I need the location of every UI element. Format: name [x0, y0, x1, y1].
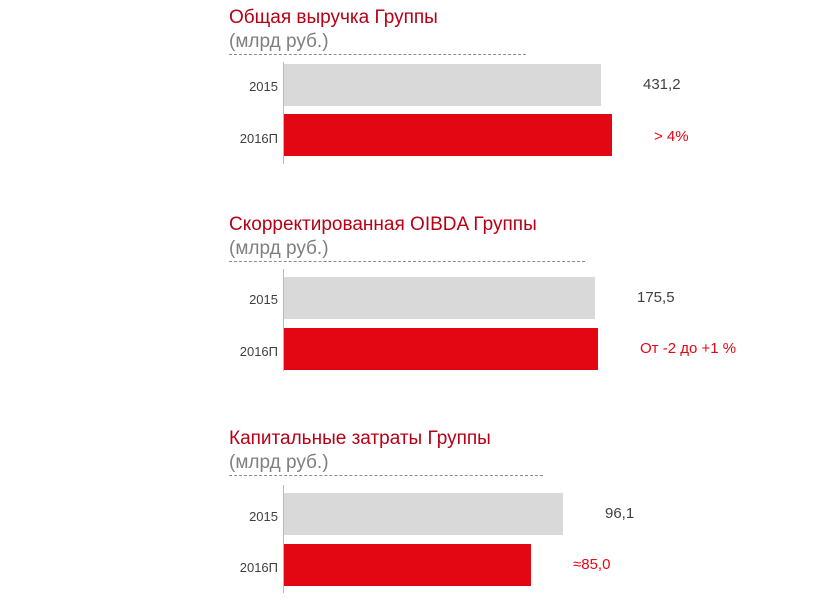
category-label-2015: 2015: [249, 509, 278, 524]
category-label-2016f: 2016П: [239, 131, 278, 146]
bar-2015: [284, 64, 601, 106]
category-axis: [283, 485, 284, 593]
oibda-chart: Скорректированная OIBDA Группы (млрд руб…: [0, 213, 834, 373]
title-divider: [229, 261, 585, 262]
value-label-2016f: От -2 до +1 %: [640, 340, 737, 357]
value-label-2015: 96,1: [605, 505, 635, 522]
category-label-2016f: 2016П: [239, 344, 278, 359]
chart-unit: (млрд руб.): [229, 452, 329, 473]
title-divider: [229, 54, 526, 55]
value-label-2015: 431,2: [643, 76, 681, 93]
value-label-2016f: ≈85,0: [573, 556, 611, 573]
chart-unit: (млрд руб.): [229, 31, 329, 52]
value-label-2016f: > 4%: [654, 128, 689, 145]
value-label-2015: 175,5: [637, 289, 675, 306]
capex-chart: Капитальные затраты Группы (млрд руб.) 2…: [0, 427, 834, 597]
bar-2016f: [284, 114, 612, 156]
bar-2016f: [284, 544, 531, 586]
revenue-chart: Общая выручка Группы (млрд руб.) 2015 20…: [0, 6, 834, 166]
bar-2015: [284, 277, 595, 319]
bar-2016f: [284, 328, 598, 370]
category-label-2015: 2015: [249, 79, 278, 94]
category-axis: [283, 269, 284, 371]
chart-title: Общая выручка Группы: [229, 7, 438, 28]
bar-2015: [284, 493, 563, 535]
chart-title: Капитальные затраты Группы: [229, 428, 491, 449]
title-divider: [229, 475, 543, 476]
category-axis: [283, 62, 284, 164]
category-label-2016f: 2016П: [239, 560, 278, 575]
category-label-2015: 2015: [249, 292, 278, 307]
chart-unit: (млрд руб.): [229, 238, 329, 259]
chart-title: Скорректированная OIBDA Группы: [229, 214, 537, 235]
